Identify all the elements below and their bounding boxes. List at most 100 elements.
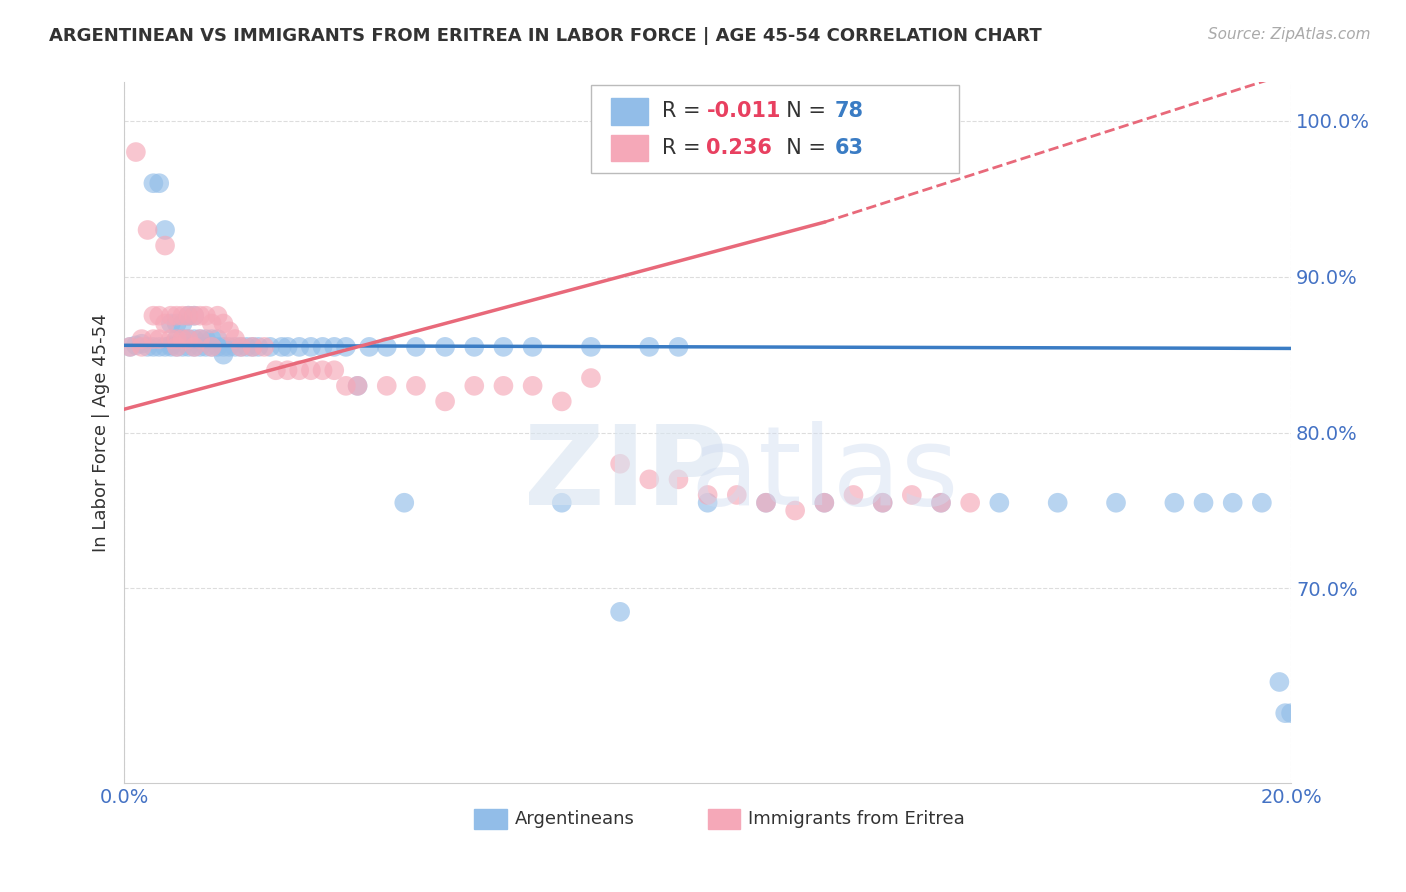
Point — [311, 363, 333, 377]
Point — [131, 340, 153, 354]
Bar — [474, 809, 508, 829]
Point — [148, 332, 170, 346]
Point — [242, 340, 264, 354]
Text: R =: R = — [662, 138, 707, 158]
Point — [264, 363, 287, 377]
Point — [929, 496, 952, 510]
Text: 63: 63 — [835, 138, 863, 158]
Text: Argentineans: Argentineans — [515, 810, 636, 828]
Point — [813, 496, 835, 510]
Point — [346, 379, 368, 393]
Point — [142, 176, 165, 190]
Point — [166, 309, 188, 323]
Point — [375, 340, 398, 354]
Point — [696, 496, 718, 510]
Point — [177, 332, 200, 346]
Point — [434, 394, 457, 409]
Point — [166, 340, 188, 354]
Point — [270, 340, 292, 354]
Point — [277, 363, 299, 377]
Point — [188, 332, 211, 346]
Point — [224, 332, 246, 346]
Point — [1279, 706, 1302, 721]
Point — [1268, 675, 1291, 690]
Text: atlas: atlas — [690, 421, 959, 528]
Point — [194, 332, 217, 346]
Point — [1222, 496, 1244, 510]
Point — [1163, 496, 1185, 510]
Point — [277, 340, 299, 354]
Point — [207, 332, 229, 346]
Point — [288, 363, 311, 377]
Point — [172, 340, 194, 354]
Text: ARGENTINEAN VS IMMIGRANTS FROM ERITREA IN LABOR FORCE | AGE 45-54 CORRELATION CH: ARGENTINEAN VS IMMIGRANTS FROM ERITREA I… — [49, 27, 1042, 45]
Text: -0.011: -0.011 — [706, 102, 780, 121]
Point — [183, 332, 205, 346]
Point — [172, 309, 194, 323]
Point — [1192, 496, 1215, 510]
Text: Source: ZipAtlas.com: Source: ZipAtlas.com — [1208, 27, 1371, 42]
Point — [183, 340, 205, 354]
Point — [434, 340, 457, 354]
Point — [172, 332, 194, 346]
Point — [131, 332, 153, 346]
Point — [988, 496, 1011, 510]
Point — [242, 340, 264, 354]
Point — [638, 472, 661, 486]
Point — [259, 340, 281, 354]
Point — [609, 605, 631, 619]
Point — [218, 340, 240, 354]
Point — [188, 332, 211, 346]
Point — [668, 472, 690, 486]
Point — [463, 340, 485, 354]
Point — [929, 496, 952, 510]
Point — [160, 309, 183, 323]
Point — [177, 332, 200, 346]
Point — [551, 496, 574, 510]
Point — [579, 371, 602, 385]
Point — [229, 340, 252, 354]
Point — [160, 338, 183, 352]
Point — [201, 332, 224, 346]
Point — [696, 488, 718, 502]
Point — [901, 488, 924, 502]
Point — [153, 238, 176, 252]
Point — [609, 457, 631, 471]
Point — [194, 309, 217, 323]
Text: R =: R = — [662, 102, 707, 121]
Point — [166, 317, 188, 331]
Point — [136, 223, 159, 237]
Point — [194, 340, 217, 354]
Point — [166, 332, 188, 346]
Point — [160, 317, 183, 331]
Point — [755, 496, 778, 510]
Point — [405, 340, 427, 354]
Point — [131, 336, 153, 351]
Point — [166, 340, 188, 354]
Point — [375, 379, 398, 393]
Point — [755, 496, 778, 510]
Point — [136, 340, 159, 354]
Point — [153, 223, 176, 237]
Point — [323, 363, 346, 377]
Point — [125, 338, 148, 352]
Point — [153, 317, 176, 331]
Text: Immigrants from Eritrea: Immigrants from Eritrea — [748, 810, 966, 828]
Point — [335, 379, 357, 393]
Point — [188, 309, 211, 323]
Point — [288, 340, 311, 354]
Point — [346, 379, 368, 393]
Point — [229, 340, 252, 354]
Point — [201, 317, 224, 331]
Point — [959, 496, 981, 510]
Text: N =: N = — [773, 102, 832, 121]
Point — [579, 340, 602, 354]
Point — [177, 309, 200, 323]
Point — [207, 309, 229, 323]
FancyBboxPatch shape — [591, 86, 959, 173]
Point — [842, 488, 865, 502]
Point — [172, 332, 194, 346]
Point — [1046, 496, 1069, 510]
Point — [118, 340, 141, 354]
Point — [492, 340, 515, 354]
